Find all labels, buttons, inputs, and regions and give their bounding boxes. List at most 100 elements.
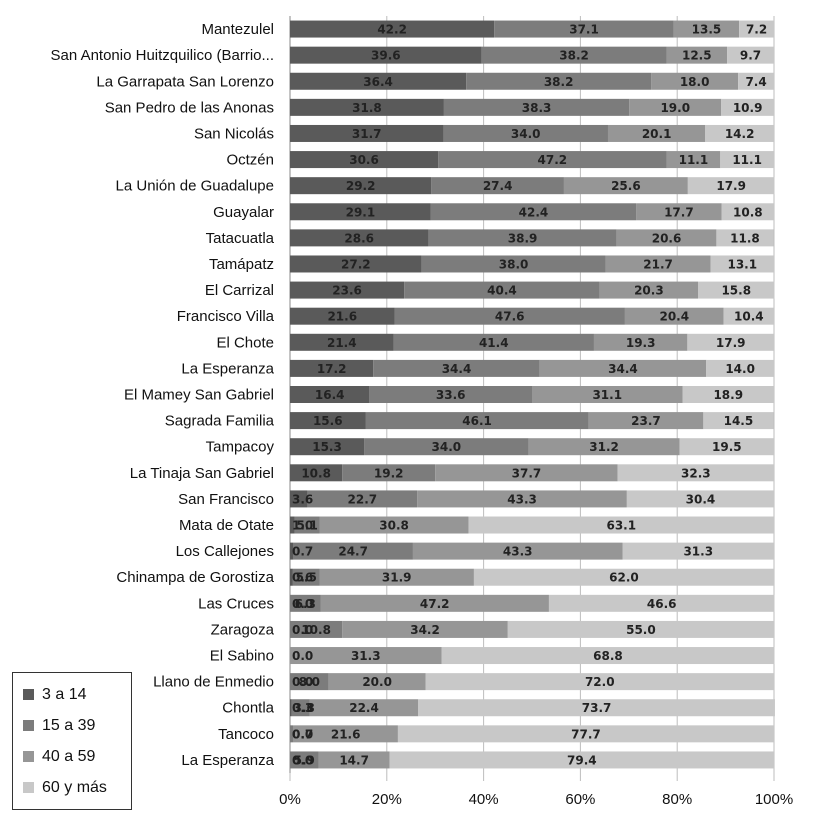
category-label: El Chote [216,334,274,351]
value-label: 19.2 [374,466,404,480]
category-label: San Francisco [178,491,274,508]
bar-segment [309,699,419,717]
bar-segment [607,124,706,142]
value-label: 14.2 [725,127,755,141]
value-label: 15.8 [721,284,751,298]
bar-segment [723,307,774,325]
value-label: 14.0 [725,362,755,376]
bar-segment [687,333,774,351]
value-label: 20.1 [642,127,672,141]
legend-swatch [23,689,34,700]
value-label: 36.4 [363,75,393,89]
legend-label: 60 y más [42,778,107,796]
bar-segment [292,568,320,586]
value-label: 47.2 [538,153,568,167]
value-label: 12.5 [682,49,712,63]
bar-segment [290,490,308,508]
value-label: 43.3 [507,492,537,506]
value-label: 34.4 [442,362,472,376]
bar-segment [682,386,774,403]
value-label: 0.0 [292,675,313,689]
bar-segment [290,516,295,534]
value-label: 17.9 [716,179,746,193]
bar-segment [710,255,774,273]
value-label: 29.1 [346,205,376,219]
value-label: 8.0 [299,675,320,689]
value-label: 5.1 [297,519,318,533]
value-label: 20.3 [634,284,664,298]
legend-swatch [23,751,34,762]
value-label: 13.5 [692,23,722,37]
bar-segment [666,151,721,169]
legend-label: 40 a 59 [42,747,96,765]
bar-segment [328,673,426,691]
value-label: 29.2 [346,179,376,193]
bar-segment [703,412,774,430]
category-label: Tamápatz [209,256,274,273]
value-label: 73.7 [582,701,612,715]
category-label: Tatacuatla [206,230,275,247]
bar-segment [507,620,774,638]
bar-segment [481,46,667,64]
value-label: 21.4 [327,336,357,350]
bar-segment [466,72,652,90]
bar-segment [532,386,683,403]
value-label: 0.7 [292,727,313,741]
bar-segment [290,725,294,743]
value-label: 0.6 [292,571,313,585]
value-label: 20.0 [362,675,392,689]
value-label: 17.2 [317,362,347,376]
value-label: 38.3 [522,101,552,115]
bar-segment [290,72,467,90]
bar-segment [721,203,774,221]
category-label: Mantezulel [201,21,274,38]
x-tick-label: 40% [469,791,499,808]
value-label: 0.0 [292,727,313,741]
legend-swatch [23,720,34,731]
bar-segment [342,620,508,638]
bar-segment [342,464,436,482]
bar-segment [290,751,319,769]
value-label: 0.3 [292,701,313,715]
x-tick-label: 100% [755,791,793,808]
value-label: 23.6 [332,284,362,298]
value-label: 14.5 [724,414,754,428]
value-label: 11.8 [730,231,760,245]
bar-segment [418,699,775,717]
bar-segment [394,307,625,325]
bar-segment [397,725,774,743]
bar-segment [441,647,775,665]
bar-segment [435,464,618,482]
bar-segment [468,516,774,534]
bar-segment [290,177,432,195]
value-label: 9.7 [740,49,761,63]
bar-segment [290,46,482,64]
category-label: Llano de Enmedio [153,674,274,691]
x-axis-ticks: 0% 20% 40% 60% 80% 100% [279,791,793,808]
value-labels: 42.2 37.1 13.5 7.2 39.6 38.2 12.5 9.7 36.4 38.2 18… [292,23,767,768]
bar-segment [622,542,774,560]
bar-segment [290,647,442,665]
category-label: Los Callejones [176,543,274,560]
bar-segment [593,333,688,351]
value-label: 55.0 [626,623,656,637]
value-label: 34.0 [432,440,462,454]
bar-segment [393,333,594,351]
value-label: 15.3 [312,440,342,454]
value-label: 1.0 [292,519,313,533]
value-label: 17.7 [664,205,694,219]
category-label: El Carrizal [205,282,274,299]
bar-segment [290,307,395,325]
bar-segment [290,98,444,116]
value-label: 7.4 [745,75,766,89]
bar-segment [430,203,637,221]
value-label: 68.8 [593,649,623,663]
bar-segment [651,72,739,90]
category-label: Sagrada Familia [165,413,275,430]
bar-segment [739,20,774,38]
value-label: 39.6 [371,49,401,63]
bar-segment [320,594,549,612]
value-label: 0.0 [292,597,313,611]
bar-segment [290,568,293,586]
